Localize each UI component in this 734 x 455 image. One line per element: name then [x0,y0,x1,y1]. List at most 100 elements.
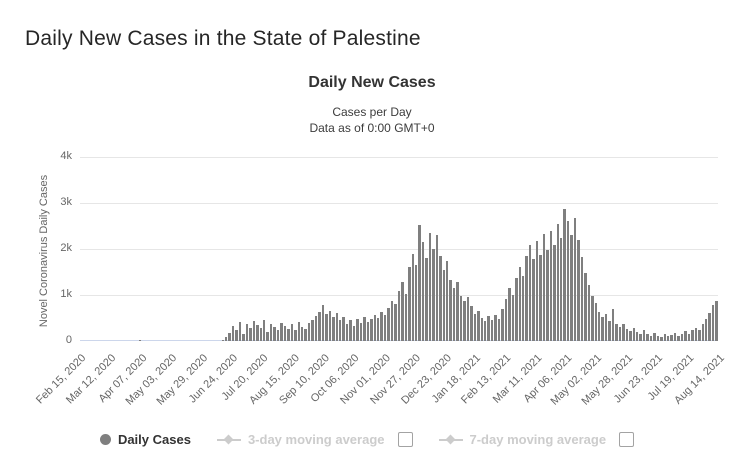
daily-cases-bar[interactable] [366,321,370,341]
daily-cases-bar[interactable] [252,321,256,341]
daily-cases-bar[interactable] [497,318,501,341]
daily-cases-bar[interactable] [290,324,294,341]
daily-cases-bar[interactable] [335,313,338,341]
daily-cases-bar[interactable] [477,311,480,341]
daily-cases-bar[interactable] [622,324,625,341]
daily-cases-bar[interactable] [680,333,684,341]
daily-cases-bar[interactable] [304,328,307,341]
daily-cases-bar[interactable] [221,340,225,341]
daily-cases-bar[interactable] [387,307,390,341]
daily-cases-bar[interactable] [383,315,387,341]
daily-cases-bar[interactable] [563,209,566,341]
daily-cases-bar[interactable] [318,312,321,341]
daily-cases-bar[interactable] [463,301,466,341]
daily-cases-bar[interactable] [390,300,394,341]
daily-cases-bar[interactable] [439,255,442,341]
daily-cases-bar[interactable] [698,329,701,341]
daily-cases-bar[interactable] [325,314,328,341]
daily-cases-bar[interactable] [584,272,587,341]
daily-cases-bar[interactable] [228,332,231,341]
ma3-checkbox[interactable] [397,431,413,447]
daily-cases-bar[interactable] [235,329,238,341]
daily-cases-bar[interactable] [404,294,408,341]
daily-cases-bar[interactable] [642,330,646,341]
daily-cases-bar[interactable] [518,266,521,341]
legend-item-ma3[interactable]: 3-day moving average [216,431,413,447]
daily-cases-bar[interactable] [466,297,470,341]
daily-cases-bar[interactable] [456,282,459,341]
daily-cases-bar[interactable] [256,325,259,341]
daily-cases-bar[interactable] [280,322,283,341]
daily-cases-bar[interactable] [356,318,359,341]
daily-cases-bar[interactable] [670,334,673,341]
daily-cases-bar[interactable] [370,318,373,341]
daily-cases-bar[interactable] [608,321,611,341]
daily-cases-bar[interactable] [539,254,542,341]
daily-cases-bar[interactable] [542,234,546,341]
daily-cases-bar[interactable] [625,329,629,341]
daily-cases-bar[interactable] [487,316,490,341]
daily-cases-bar[interactable] [629,330,632,341]
legend-item-daily-cases[interactable]: Daily Cases [99,432,191,447]
daily-cases-bar[interactable] [611,308,615,341]
daily-cases-bar[interactable] [687,334,691,341]
daily-cases-bar[interactable] [345,323,349,341]
daily-cases-bar[interactable] [380,311,383,341]
daily-cases-bar[interactable] [459,295,463,341]
daily-cases-bar[interactable] [311,319,314,341]
daily-cases-bar[interactable] [504,298,508,341]
daily-cases-bar[interactable] [653,332,656,341]
daily-cases-bar[interactable] [259,328,263,341]
daily-cases-bar[interactable] [245,323,249,341]
daily-cases-bar[interactable] [287,328,290,341]
daily-cases-bar[interactable] [376,318,380,341]
daily-cases-bar[interactable] [515,277,518,341]
daily-cases-bar[interactable] [656,335,660,341]
daily-cases-bar[interactable] [528,245,532,341]
daily-cases-bar[interactable] [677,335,680,341]
daily-cases-bar[interactable] [522,275,525,341]
daily-cases-bar[interactable] [332,317,335,341]
daily-cases-bar[interactable] [566,220,570,341]
daily-cases-bar[interactable] [580,257,584,341]
ma7-checkbox[interactable] [619,431,635,447]
daily-cases-bar[interactable] [549,230,553,341]
daily-cases-bar[interactable] [373,315,376,341]
daily-cases-bar[interactable] [452,288,456,341]
daily-cases-bar[interactable] [138,339,142,341]
daily-cases-bar[interactable] [328,310,332,341]
daily-cases-bar[interactable] [660,336,663,341]
daily-cases-bar[interactable] [408,267,411,341]
daily-cases-bar[interactable] [480,318,484,341]
daily-cases-bar[interactable] [231,326,235,341]
daily-cases-bar[interactable] [428,232,432,341]
daily-cases-bar[interactable] [559,237,563,341]
daily-cases-bar[interactable] [342,316,345,341]
daily-cases-bar[interactable] [269,324,273,341]
daily-cases-bar[interactable] [508,288,511,341]
daily-cases-bar[interactable] [421,242,425,341]
daily-cases-bar[interactable] [570,235,573,341]
daily-cases-bar[interactable] [473,314,477,341]
daily-cases-bar[interactable] [238,322,242,341]
daily-cases-bar[interactable] [691,330,694,341]
daily-cases-bar[interactable] [601,317,604,341]
daily-cases-bar[interactable] [301,326,304,341]
daily-cases-bar[interactable] [705,318,708,341]
daily-cases-bar[interactable] [414,265,418,341]
daily-cases-bar[interactable] [484,321,487,341]
daily-cases-bar[interactable] [532,259,535,341]
daily-cases-bar[interactable] [225,337,228,341]
daily-cases-bar[interactable] [490,319,494,341]
daily-cases-bar[interactable] [352,325,356,341]
daily-cases-bar[interactable] [363,316,366,341]
daily-cases-bar[interactable] [297,321,300,341]
daily-cases-bar[interactable] [338,320,342,341]
daily-cases-bar[interactable] [525,255,528,341]
daily-cases-bar[interactable] [618,327,622,341]
daily-cases-bar[interactable] [649,335,653,341]
daily-cases-bar[interactable] [263,320,266,341]
daily-cases-bar[interactable] [684,331,687,341]
daily-cases-bar[interactable] [435,235,439,341]
daily-cases-bar[interactable] [321,305,325,341]
